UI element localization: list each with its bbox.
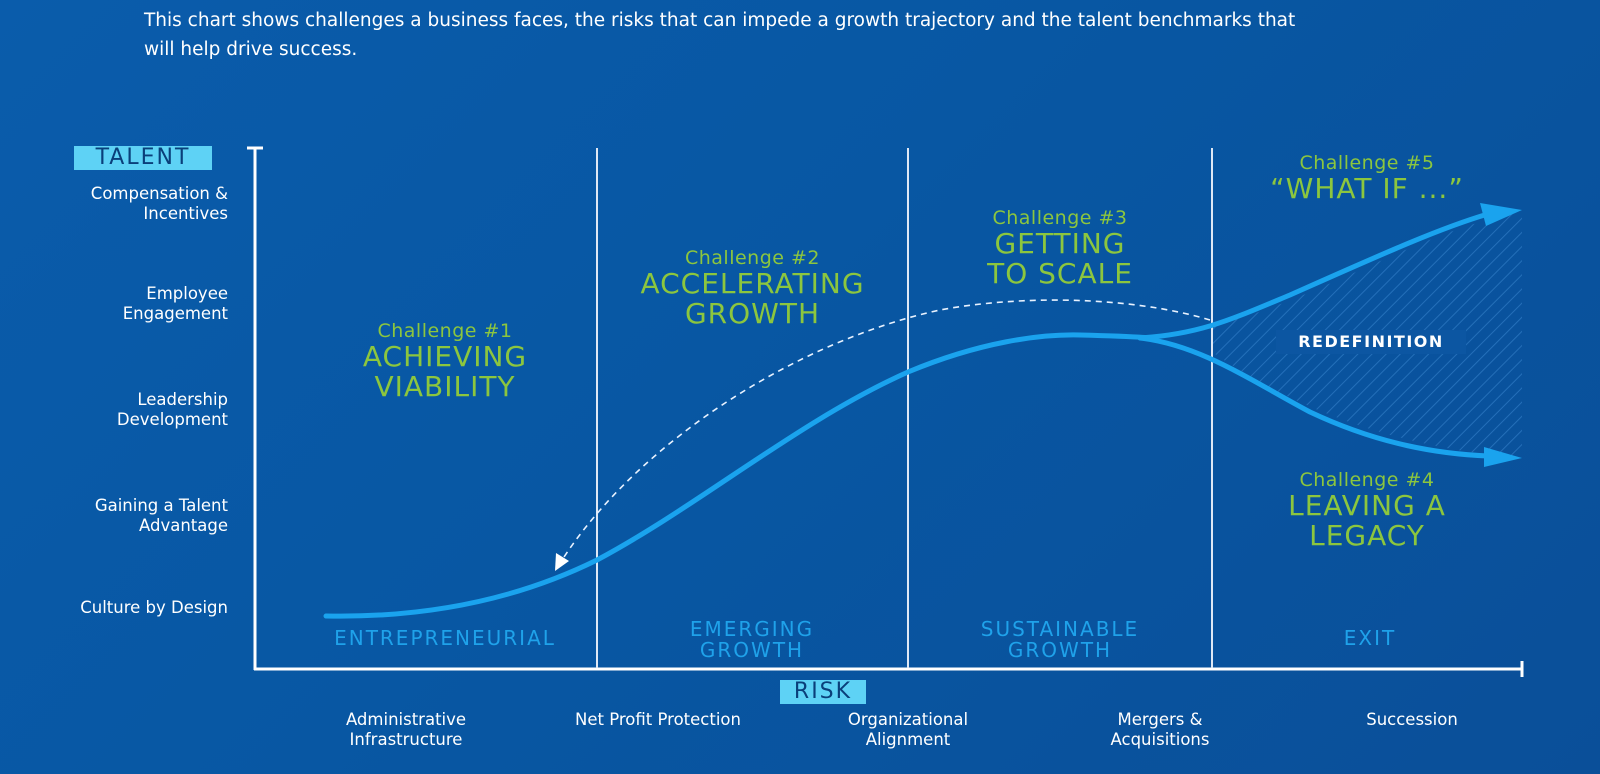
legacy-branch — [1137, 335, 1491, 459]
talent-axis-badge: TALENT — [74, 146, 212, 170]
risk-axis-badge: RISK — [780, 680, 866, 704]
stage-sustainable-growth: SUSTAINABLE GROWTH — [980, 617, 1140, 662]
challenge-4-number: Challenge #4 — [1299, 469, 1435, 491]
y-label-engagement: Employee Engagement — [122, 284, 228, 323]
challenge-2-number: Challenge #2 — [684, 247, 821, 269]
challenge-4-name: LEAVING A LEGACY — [1288, 489, 1446, 552]
challenge-5-name: “WHAT IF ...” — [1270, 172, 1464, 205]
dashed-arrowhead — [555, 553, 569, 571]
y-label-compensation: Compensation & Incentives — [90, 184, 228, 223]
x-label-administrative: Administrative Infrastructure — [345, 710, 467, 749]
x-label-net-profit: Net Profit Protection — [575, 710, 741, 729]
challenge-5-number: Challenge #5 — [1299, 152, 1435, 174]
chart-caption: This chart shows challenges a business f… — [144, 10, 1296, 60]
challenge-2: Challenge #2 ACCELERATING GROWTH — [600, 247, 905, 329]
x-label-mergers: Mergers & Acquisitions — [1110, 710, 1210, 749]
x-label-organizational: Organizational Alignment — [847, 710, 969, 749]
what-if-branch — [1137, 211, 1491, 341]
challenge-2-name: ACCELERATING GROWTH — [640, 267, 865, 330]
dashed-return-arrow — [561, 299, 1211, 561]
challenge-1: Challenge #1 ACHIEVING VIABILITY — [300, 320, 590, 402]
y-label-culture: Culture by Design — [80, 598, 228, 617]
stage-entrepreneurial: ENTREPRENEURIAL — [334, 626, 556, 650]
stage-exit: EXIT — [1343, 626, 1397, 650]
challenge-1-number: Challenge #1 — [377, 320, 513, 342]
growth-curve — [323, 332, 1153, 619]
stage-emerging-growth: EMERGING GROWTH — [689, 617, 815, 662]
redefinition-label: REDEFINITION — [1276, 330, 1466, 354]
what-if-arrowhead — [1480, 203, 1522, 226]
challenge-1-name: ACHIEVING VIABILITY — [362, 340, 528, 403]
x-label-succession: Succession — [1366, 710, 1458, 729]
challenge-3-number: Challenge #3 — [992, 207, 1128, 229]
challenge-3-name: GETTING TO SCALE — [987, 227, 1133, 290]
challenge-5: Challenge #5 “WHAT IF ...” — [1232, 152, 1502, 204]
challenge-4: Challenge #4 LEAVING A LEGACY — [1232, 469, 1502, 551]
challenge-3: Challenge #3 GETTING TO SCALE — [920, 207, 1200, 289]
legacy-arrowhead — [1484, 447, 1522, 467]
y-label-leadership: Leadership Development — [116, 390, 228, 429]
y-label-talent-advantage: Gaining a Talent Advantage — [94, 496, 228, 535]
